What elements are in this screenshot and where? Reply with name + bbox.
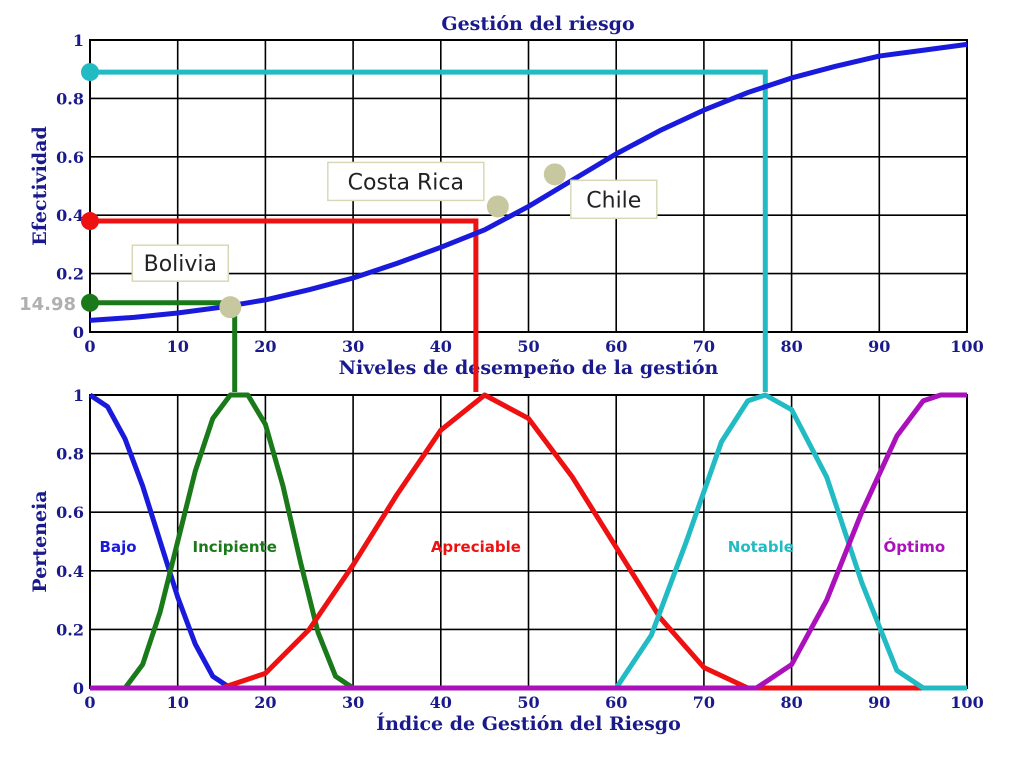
y-tick-label: 0.6	[56, 503, 84, 522]
x-tick-label: 0	[84, 693, 95, 712]
series-label: Notable	[728, 538, 794, 556]
y-tick-label: 0.6	[56, 148, 84, 167]
y-tick-label: 1	[73, 386, 84, 405]
y-axis-label: Efectividad	[29, 126, 51, 245]
x-tick-label: 80	[780, 693, 802, 712]
x-tick-label: 20	[254, 693, 276, 712]
guide-line-2	[90, 69, 768, 392]
membership-curve-4	[90, 392, 967, 691]
x-tick-label: 10	[167, 693, 189, 712]
country-label-box	[327, 161, 485, 202]
x-axis-label: Niveles de desempeño de la gestión	[339, 357, 719, 379]
x-tick-label: 70	[693, 693, 715, 712]
x-tick-label: 100	[950, 337, 983, 356]
membership-chart: 0 10 20 30 40 50 60 70 80 90 100 0 0.2 0.4 0.6 0.8 1 Índi…	[29, 386, 984, 735]
x-tick-label: 70	[693, 337, 715, 356]
country-label: Bolivia	[144, 252, 217, 277]
series-label: Incipiente	[193, 538, 277, 556]
effectiveness-chart: 0 10 20 30 40 50 60 70 80 90 100 0 0.2 0.4 0.6 0.8 1 Nive…	[19, 31, 984, 392]
x-tick-label: 90	[868, 337, 890, 356]
country-marker-chile	[543, 163, 566, 186]
x-tick-label: 100	[950, 693, 983, 712]
x-tick-label: 90	[868, 693, 890, 712]
guide-marker-0	[81, 293, 99, 312]
series-label: Apreciable	[431, 538, 521, 556]
membership-curve-2	[90, 392, 967, 691]
country-label: Chile	[586, 188, 641, 213]
series-label: Bajo	[100, 538, 137, 556]
membership-curve-1	[90, 392, 967, 691]
x-tick-label: 0	[84, 337, 95, 356]
x-tick-label: 50	[517, 693, 539, 712]
country-marker-costa-rica	[486, 195, 509, 218]
y-tick-label: 0.8	[56, 89, 84, 108]
x-tick-label: 60	[605, 693, 627, 712]
x-tick-label: 30	[342, 337, 364, 356]
guide-marker-1	[81, 212, 99, 231]
x-tick-label: 60	[605, 337, 627, 356]
y-tick-label: 0.4	[56, 562, 84, 581]
top-chart-title: Gestión del riesgo	[441, 13, 634, 35]
y-tick-label: 0	[73, 679, 84, 698]
series-label: Óptimo	[884, 537, 946, 556]
y-tick-label: 0.2	[56, 265, 84, 284]
y-tick-label: 0	[73, 323, 84, 342]
x-axis-label: Índice de Gestión del Riesgo	[376, 712, 681, 735]
x-tick-label: 30	[342, 693, 364, 712]
y-tick-label: 0.2	[56, 620, 84, 639]
country-marker-bolivia	[219, 296, 242, 319]
guide-line-1	[90, 218, 479, 392]
x-tick-label: 20	[254, 337, 276, 356]
x-tick-label: 50	[517, 337, 539, 356]
y-tick-label: 1	[73, 31, 84, 50]
y-tick-label: 0.4	[56, 206, 84, 225]
x-tick-label: 40	[430, 693, 452, 712]
membership-curve-3	[90, 392, 967, 691]
x-tick-label: 10	[167, 337, 189, 356]
y-axis-label: Perteneia	[29, 490, 51, 592]
country-label-box	[570, 179, 658, 220]
y-tick-label: 0.8	[56, 445, 84, 464]
country-label-box	[131, 244, 230, 282]
guide-marker-2	[81, 63, 99, 82]
x-tick-label: 40	[430, 337, 452, 356]
country-label: Costa Rica	[348, 170, 464, 195]
x-tick-label: 80	[780, 337, 802, 356]
guide-value-label: 14.98	[19, 294, 76, 315]
